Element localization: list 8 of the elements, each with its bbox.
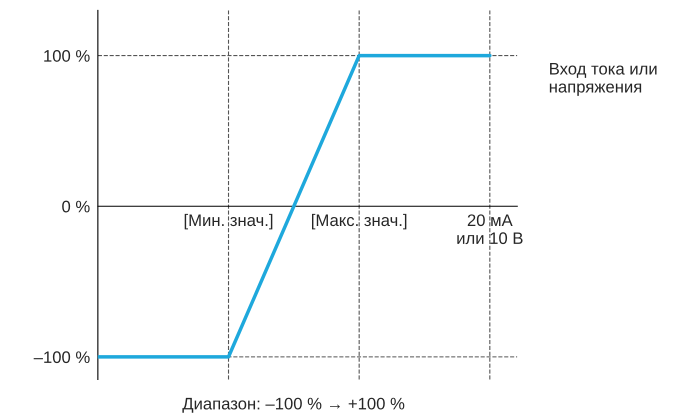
y-tick-label: 0 %: [62, 200, 90, 212]
x-tick-label: [Мин. знач.]: [184, 214, 272, 230]
x-tick-label: 20 мА или 10 В: [457, 214, 523, 244]
y-tick-label: –100 %: [34, 351, 90, 364]
text: Диапазон: –100 % → +100 %: [182, 398, 404, 413]
text: Вход тока или напряжения: [550, 63, 657, 96]
x-tick-label: [Макс. знач.]: [312, 214, 406, 230]
y-tick-label: 100 %: [44, 50, 90, 62]
